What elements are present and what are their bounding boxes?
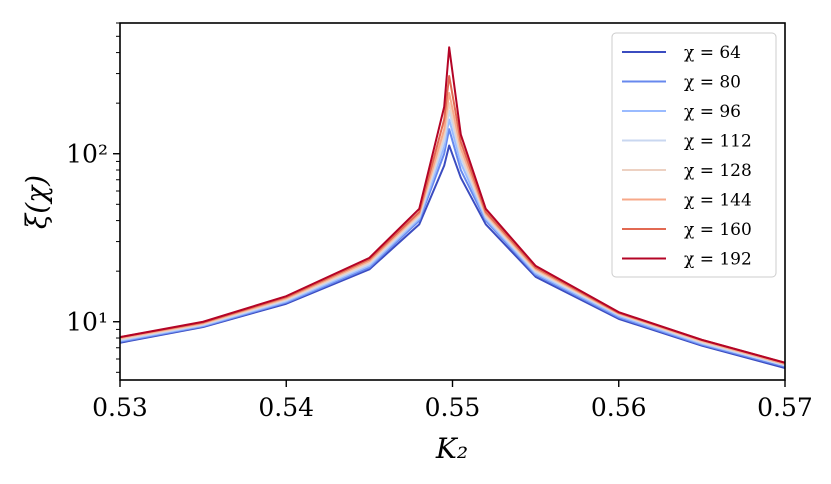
legend-label: χ = 112 bbox=[684, 132, 752, 152]
y-axis-label: ξ(χ) bbox=[20, 175, 53, 229]
series-line-2 bbox=[119, 118, 786, 367]
legend: χ = 64 χ = 80 χ = 96 χ = 112 χ = 128 χ = 144 χ… bbox=[611, 32, 777, 278]
legend-label: χ = 64 bbox=[684, 43, 741, 63]
legend-label: χ = 192 bbox=[684, 250, 752, 270]
series-line-7 bbox=[119, 46, 786, 364]
y-tick-label: 10¹ bbox=[66, 308, 108, 337]
x-tick-label: 0.57 bbox=[757, 393, 813, 422]
x-axis: 0.53 0.54 0.55 0.56 0.57 bbox=[92, 380, 813, 422]
legend-label: χ = 96 bbox=[684, 102, 741, 122]
legend-box bbox=[611, 32, 777, 278]
series-lines bbox=[119, 46, 786, 370]
series-line-0 bbox=[119, 144, 786, 370]
legend-label: χ = 144 bbox=[684, 191, 752, 211]
x-tick-label: 0.56 bbox=[591, 393, 647, 422]
series-line-1 bbox=[119, 128, 786, 368]
x-tick-label: 0.53 bbox=[92, 393, 148, 422]
legend-label: χ = 160 bbox=[684, 220, 752, 240]
x-tick-label: 0.55 bbox=[425, 393, 481, 422]
y-tick-label: 10² bbox=[66, 140, 108, 169]
y-axis: 10¹ 10² bbox=[66, 22, 120, 373]
legend-label: χ = 80 bbox=[684, 73, 741, 93]
x-tick-label: 0.54 bbox=[258, 393, 314, 422]
legend-label: χ = 128 bbox=[684, 161, 752, 181]
x-axis-label: K₂ bbox=[435, 432, 468, 465]
plot-area bbox=[119, 22, 786, 381]
